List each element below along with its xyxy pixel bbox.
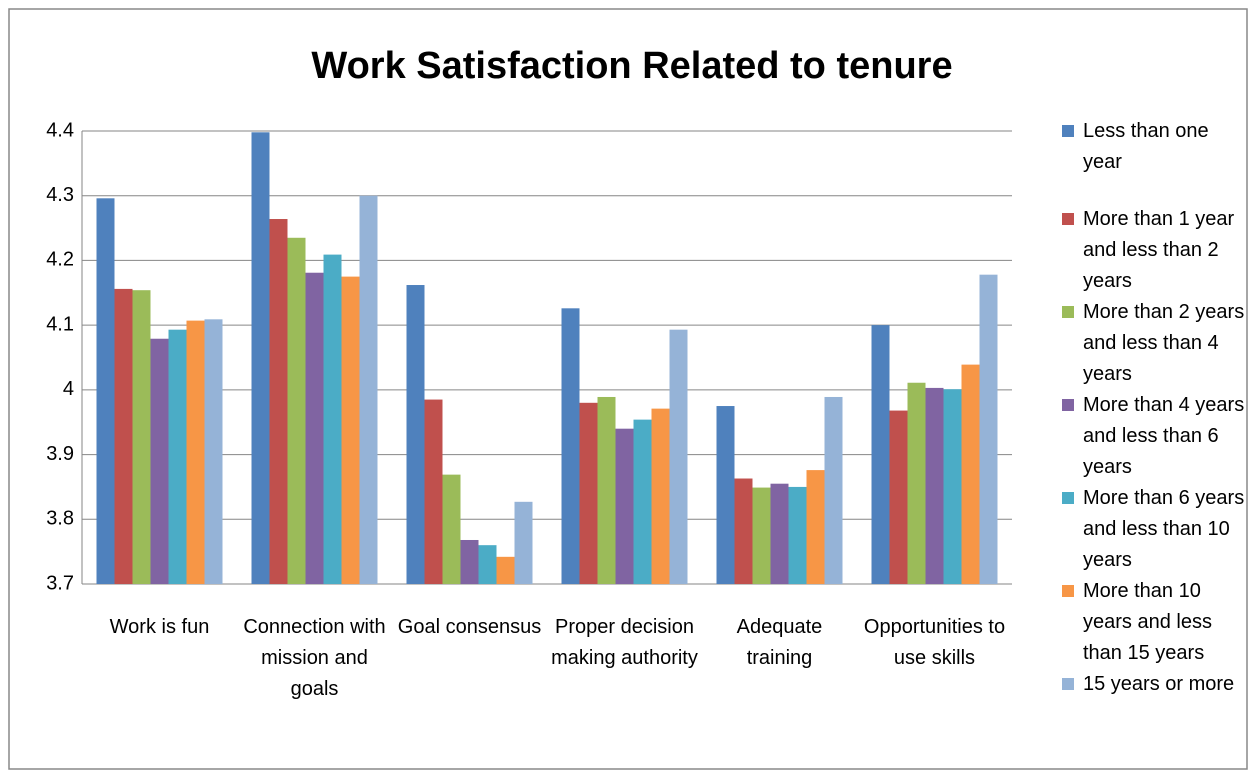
bar <box>752 487 771 584</box>
bar <box>204 319 223 584</box>
y-tick-label: 4.1 <box>46 313 74 335</box>
y-tick-label: 4.3 <box>46 184 74 206</box>
bar <box>907 382 926 584</box>
bar <box>406 285 425 584</box>
bar <box>651 408 670 584</box>
bar <box>788 486 807 584</box>
bar <box>871 325 890 584</box>
legend-label: 15 years or more <box>1083 673 1235 695</box>
legend-swatch <box>1062 213 1074 225</box>
y-tick-label: 3.7 <box>46 572 74 594</box>
bar <box>186 320 205 584</box>
legend-label: Less than one year <box>1083 120 1209 173</box>
bar <box>341 276 360 584</box>
bar <box>597 396 616 584</box>
legend: Less than one year More than 1 year and l… <box>1062 116 1247 700</box>
bar <box>96 198 115 584</box>
legend-label: More than 10 years and less than 15 year… <box>1083 580 1212 664</box>
bar <box>132 290 151 584</box>
bar <box>633 419 652 584</box>
legend-swatch <box>1062 585 1074 597</box>
bar <box>478 545 497 584</box>
legend-item: More than 4 years and less than 6 years <box>1062 390 1247 483</box>
legend-label: More than 2 years and less than 4 years <box>1083 301 1245 385</box>
legend-label: More than 6 years and less than 10 years <box>1083 487 1245 571</box>
legend-item: 15 years or more <box>1062 669 1247 700</box>
y-tick-label: 4.4 <box>46 119 74 141</box>
x-tick-label: Opportunities to use skills <box>863 616 1006 669</box>
legend-swatch <box>1062 125 1074 137</box>
legend-swatch <box>1062 399 1074 411</box>
bar <box>269 219 288 585</box>
y-tick-label: 3.9 <box>46 443 74 465</box>
bar <box>251 132 270 584</box>
bar <box>114 288 133 584</box>
legend-label: More than 4 years and less than 6 years <box>1083 394 1245 478</box>
x-tick-label: Goal consensus <box>397 616 542 638</box>
bar <box>323 254 342 584</box>
legend-swatch <box>1062 678 1074 690</box>
bar <box>961 364 980 584</box>
bar <box>561 308 580 584</box>
legend-label: More than 1 year and less than 2 years <box>1083 208 1235 292</box>
legend-swatch <box>1062 492 1074 504</box>
legend-swatch <box>1062 306 1074 318</box>
y-tick-label: 4.2 <box>46 249 74 271</box>
chart-title: Work Satisfaction Related to tenure <box>311 45 952 87</box>
bar <box>925 387 944 584</box>
x-tick-label: Work is fun <box>109 616 210 638</box>
legend-item: More than 6 years and less than 10 years <box>1062 483 1247 576</box>
bar <box>669 329 688 584</box>
bar <box>806 470 825 584</box>
x-tick-label: Adequate training <box>736 616 823 669</box>
bar <box>615 428 634 584</box>
y-tick-label: 4 <box>63 378 74 400</box>
bar <box>442 474 461 584</box>
bar <box>514 501 533 584</box>
bar <box>168 329 187 584</box>
bar <box>460 539 479 584</box>
bar <box>734 478 753 584</box>
bar <box>150 338 169 584</box>
bar <box>424 399 443 584</box>
x-tick-label: Proper decision making authority <box>551 616 698 669</box>
bar <box>824 396 843 584</box>
legend-item: More than 2 years and less than 4 years <box>1062 297 1247 390</box>
bar <box>359 195 378 584</box>
bar <box>496 556 515 584</box>
y-tick-label: 3.8 <box>46 508 74 530</box>
bar <box>943 389 962 584</box>
bar <box>579 402 598 584</box>
bar <box>305 272 324 584</box>
legend-item: More than 1 year and less than 2 years <box>1062 204 1247 297</box>
legend-item: More than 10 years and less than 15 year… <box>1062 576 1247 669</box>
bar <box>716 406 735 584</box>
bar <box>889 410 908 584</box>
bar <box>979 274 998 584</box>
bar <box>770 483 789 584</box>
legend-item: Less than one year <box>1062 116 1247 178</box>
x-tick-label: Connection with mission and goals <box>243 616 386 700</box>
bar <box>287 237 306 584</box>
